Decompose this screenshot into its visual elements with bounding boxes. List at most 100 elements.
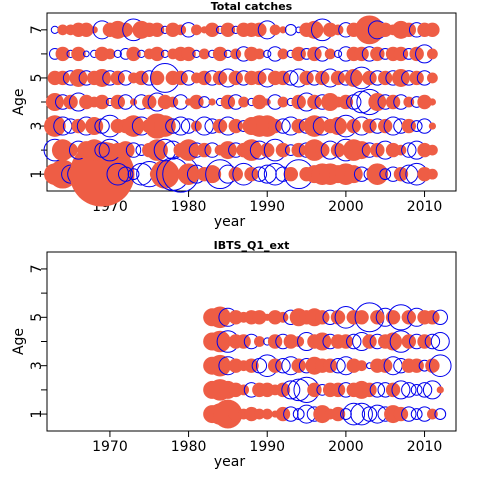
bubble-positive [252, 94, 267, 110]
bubble-negative [275, 357, 291, 374]
bubble-negative [430, 332, 450, 351]
bubble-positive [338, 334, 354, 349]
bubble-positive [322, 22, 338, 38]
bubble-positive [228, 166, 243, 182]
bubble-positive [277, 96, 289, 108]
bubble-negative [251, 166, 268, 182]
bubble-positive [427, 144, 438, 156]
bubble-negative [401, 406, 417, 422]
bubble-positive [253, 408, 265, 420]
bubble-positive [385, 142, 401, 158]
bubble-positive [267, 334, 283, 349]
bubble-positive [220, 22, 236, 38]
bubble-positive [385, 310, 401, 325]
bubble-positive [209, 306, 231, 329]
bubble-positive [126, 46, 141, 62]
bubble-positive [395, 144, 407, 156]
bubble-positive [315, 70, 330, 86]
bubble-positive [291, 142, 306, 158]
bubble-positive [313, 332, 332, 351]
bubble-positive [244, 46, 259, 62]
bubble-negative [330, 357, 346, 374]
bubble-positive [90, 26, 98, 34]
bubble-positive [267, 118, 283, 134]
bubble-negative [416, 382, 433, 398]
bubble-positive [79, 22, 94, 38]
bubble-positive [228, 310, 243, 325]
bubble-positive [93, 68, 112, 87]
bubble-positive [260, 142, 275, 158]
bubble-positive [149, 46, 165, 62]
bubble-positive [129, 98, 138, 106]
bubble-positive [173, 70, 188, 86]
bubble-negative [125, 142, 142, 158]
bubble-positive [157, 94, 173, 110]
bubble-positive [275, 382, 291, 398]
bubble-positive [63, 94, 78, 110]
bubble-positive [71, 118, 86, 134]
bubble-positive [370, 310, 385, 325]
chart-panel-2: IBTS_Q1_ext 1970 1980 1990 2000 2010 1 3 5 7 year A… [11, 239, 457, 470]
bubble-positive [344, 165, 363, 184]
bubble-positive [228, 382, 243, 398]
bubble-positive [197, 70, 212, 86]
bubble-positive [175, 24, 187, 36]
bubble-negative [428, 354, 452, 377]
bubble-positive [267, 310, 283, 325]
bubble-positive [315, 310, 330, 325]
bubble-positive [417, 334, 432, 349]
bubble-positive [401, 334, 417, 349]
bubble-positive [307, 46, 322, 62]
bubble-positive [83, 139, 105, 161]
bubble-positive [142, 94, 157, 110]
bubble-negative [113, 49, 122, 58]
bubble-negative [284, 23, 297, 36]
bubble-positive [208, 98, 216, 106]
bubble-positive [356, 360, 368, 372]
bubble-negative [297, 404, 317, 424]
bubble-positive [425, 358, 440, 373]
bubble-negative [165, 118, 181, 134]
bubble-positive [303, 115, 326, 137]
bubble-positive [252, 70, 267, 86]
bubble-positive [427, 48, 438, 60]
bubble-positive [149, 70, 165, 86]
bubble-negative [82, 50, 90, 58]
y-tick-label: 1 [29, 170, 45, 179]
bubble-positive [279, 26, 287, 34]
bubble-positive [191, 120, 202, 132]
bubble-positive [291, 358, 306, 373]
bubble-negative [410, 383, 423, 396]
bubble-positive [427, 168, 438, 180]
bubble-negative [287, 378, 310, 402]
bubble-positive [330, 70, 346, 86]
bubble-positive [110, 94, 125, 110]
bubble-negative [257, 164, 277, 184]
bubble-positive [238, 96, 250, 108]
bubble-negative [275, 118, 291, 134]
bubble-positive [218, 141, 237, 160]
bubble-positive [315, 142, 330, 158]
bubble-positive [209, 354, 231, 377]
bubble-negative [263, 49, 272, 58]
x-tick-label: 1980 [171, 439, 207, 455]
bubble-positive [79, 94, 94, 110]
bubble-positive [277, 311, 289, 323]
bubble-positive [63, 142, 78, 158]
bubble-positive [346, 358, 361, 373]
bubble-positive [45, 93, 64, 111]
bubble-negative [127, 168, 140, 181]
bubble-positive [393, 406, 409, 422]
bubble-positive [71, 46, 86, 62]
bubble-positive [332, 24, 344, 36]
chart-title: Total catches [211, 0, 293, 13]
bubble-negative [333, 49, 343, 58]
bubble-positive [154, 115, 176, 137]
bubble-positive [260, 382, 275, 398]
bubble-negative [281, 380, 301, 400]
bubble-positive [425, 22, 440, 38]
bubble-positive [263, 98, 271, 106]
bubble-positive [104, 48, 116, 60]
